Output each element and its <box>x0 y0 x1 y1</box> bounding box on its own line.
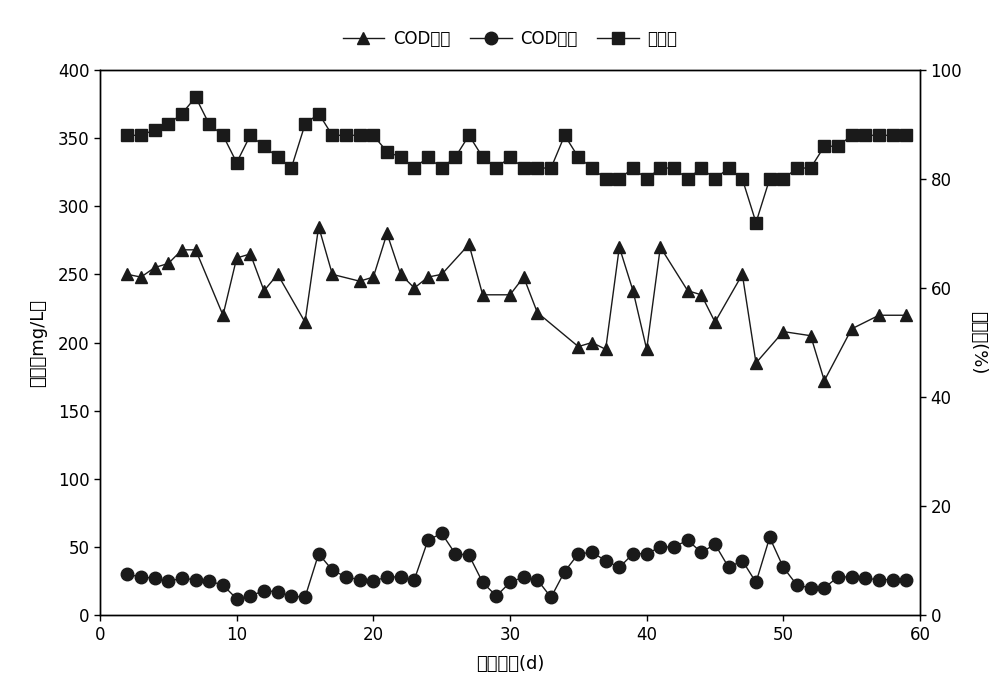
COD进水 <box>367 273 379 281</box>
COD进水 <box>162 259 174 268</box>
去除率 <box>190 93 202 101</box>
COD进水 <box>873 311 885 319</box>
去除率 <box>805 164 817 172</box>
COD进水 <box>627 287 639 295</box>
COD进水 <box>258 287 270 295</box>
COD进水 <box>682 287 694 295</box>
去除率 <box>654 164 666 172</box>
X-axis label: 运行天数(d): 运行天数(d) <box>476 655 544 672</box>
去除率 <box>873 131 885 140</box>
COD进水 <box>121 270 133 278</box>
COD进水 <box>299 318 311 326</box>
COD出水 <box>436 529 448 538</box>
COD进水 <box>600 345 612 354</box>
COD进水 <box>518 273 530 281</box>
Line: COD出水: COD出水 <box>121 527 913 605</box>
COD进水 <box>586 338 598 347</box>
COD出水 <box>121 570 133 579</box>
COD进水 <box>572 343 584 351</box>
COD出水 <box>805 584 817 592</box>
去除率 <box>709 175 721 183</box>
COD出水 <box>313 549 325 558</box>
COD进水 <box>641 345 653 354</box>
COD进水 <box>381 229 393 238</box>
COD进水 <box>272 270 284 278</box>
COD进水 <box>436 270 448 278</box>
COD出水 <box>231 595 243 603</box>
Legend: COD进水, COD出水, 去除率: COD进水, COD出水, 去除率 <box>336 24 684 55</box>
Line: 去除率: 去除率 <box>122 92 912 228</box>
COD出水 <box>900 575 912 584</box>
COD出水 <box>723 563 735 572</box>
COD进水 <box>217 311 229 319</box>
COD进水 <box>900 311 912 319</box>
COD进水 <box>613 243 625 252</box>
COD出水 <box>873 575 885 584</box>
COD进水 <box>244 250 256 258</box>
去除率 <box>326 131 338 140</box>
COD进水 <box>818 377 830 385</box>
COD进水 <box>504 291 516 299</box>
COD进水 <box>709 318 721 326</box>
COD进水 <box>176 245 188 254</box>
COD进水 <box>736 270 748 278</box>
COD进水 <box>135 273 147 281</box>
COD进水 <box>422 273 434 281</box>
COD进水 <box>313 222 325 231</box>
去除率 <box>900 131 912 140</box>
COD进水 <box>695 291 707 299</box>
COD进水 <box>395 270 407 278</box>
COD进水 <box>326 270 338 278</box>
COD出水 <box>668 542 680 551</box>
COD进水 <box>654 243 666 252</box>
Y-axis label: 去除率(%): 去除率(%) <box>969 311 987 374</box>
COD出水 <box>326 566 338 575</box>
Line: COD进水: COD进水 <box>121 220 913 387</box>
去除率 <box>313 109 325 117</box>
COD进水 <box>477 291 489 299</box>
Y-axis label: 浓度（mg/L）: 浓度（mg/L） <box>29 298 47 387</box>
去除率 <box>121 131 133 140</box>
COD进水 <box>354 277 366 285</box>
COD进水 <box>531 308 543 317</box>
去除率 <box>750 218 762 226</box>
COD进水 <box>750 359 762 367</box>
COD进水 <box>408 284 420 292</box>
COD进水 <box>777 327 789 336</box>
COD进水 <box>231 254 243 262</box>
COD进水 <box>463 240 475 249</box>
COD进水 <box>149 264 161 272</box>
COD进水 <box>190 245 202 254</box>
COD进水 <box>805 331 817 340</box>
COD进水 <box>846 324 858 333</box>
